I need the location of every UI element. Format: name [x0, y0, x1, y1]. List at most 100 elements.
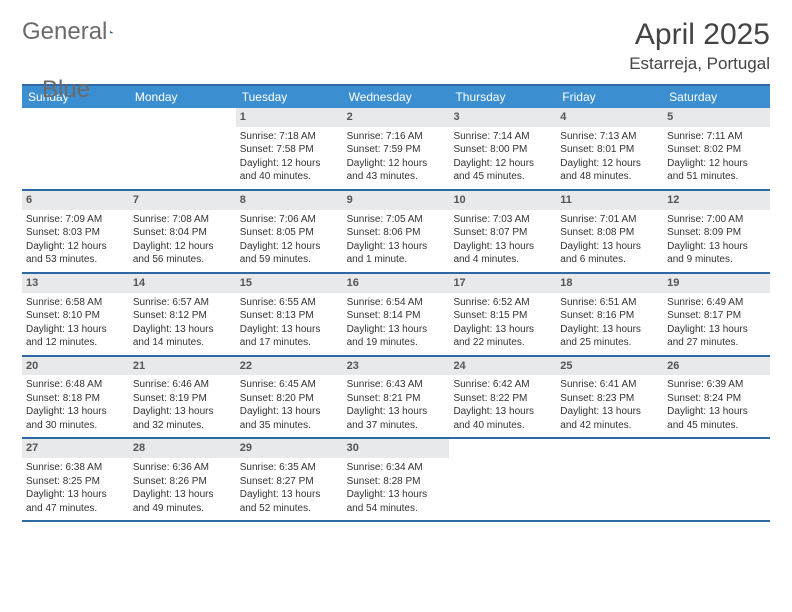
sunset-text: Sunset: 7:58 PM — [240, 143, 339, 157]
title-block: April 2025 Estarreja, Portugal — [629, 18, 770, 74]
daylight-text: Daylight: 13 hours and 12 minutes. — [26, 323, 125, 350]
sunrise-text: Sunrise: 6:36 AM — [133, 461, 232, 475]
sunset-text: Sunset: 8:09 PM — [667, 226, 766, 240]
calendar-day-empty: . — [556, 439, 663, 520]
calendar-day: 23Sunrise: 6:43 AMSunset: 8:21 PMDayligh… — [343, 357, 450, 438]
day-number: 26 — [663, 357, 770, 376]
calendar-week: 20 Sunrise: 6:48 AMSunset: 8:18 PM Dayligh… — [22, 357, 770, 440]
calendar-week: 13Sunrise: 6:58 AMSunset: 8:10 PMDayligh… — [22, 274, 770, 357]
day-number: 27 — [22, 439, 129, 458]
sunrise-text: Sunrise: 6:39 AM — [667, 378, 766, 392]
day-number: 7 — [129, 191, 236, 210]
day-number: 20 — [22, 357, 129, 376]
calendar-day-empty: . — [129, 108, 236, 189]
day-header: Friday — [556, 86, 663, 108]
day-number: 18 — [556, 274, 663, 293]
sunset-text: Sunset: 8:02 PM — [667, 143, 766, 157]
sunrise-text: Sunrise: 6:55 AM — [240, 296, 339, 310]
day-number: 28 — [129, 439, 236, 458]
sunset-text: Sunset: 8:20 PM — [240, 392, 339, 406]
day-number: 22 — [236, 357, 343, 376]
calendar-day: 8Sunrise: 7:06 AMSunset: 8:05 PMDaylight… — [236, 191, 343, 272]
sunrise-text: Sunrise: 6:58 AM — [26, 296, 125, 310]
calendar-day: 4Sunrise: 7:13 AMSunset: 8:01 PMDaylight… — [556, 108, 663, 189]
day-number: 6 — [22, 191, 129, 210]
sunrise-text: Sunrise: 6:46 AM — [133, 378, 232, 392]
day-number: 14 — [129, 274, 236, 293]
calendar-day: 27Sunrise: 6:38 AMSunset: 8:25 PMDayligh… — [22, 439, 129, 520]
calendar-day: 20Sunrise: 6:48 AMSunset: 8:18 PMDayligh… — [22, 357, 129, 438]
calendar-day: 3Sunrise: 7:14 AMSunset: 8:00 PMDaylight… — [449, 108, 556, 189]
daylight-text: Daylight: 13 hours and 27 minutes. — [667, 323, 766, 350]
sunrise-text: Sunrise: 6:34 AM — [347, 461, 446, 475]
day-number: 23 — [343, 357, 450, 376]
sunset-text: Sunset: 8:24 PM — [667, 392, 766, 406]
calendar-day: 15 Sunrise: 6:55 AMSunset: 8:13 PMDayligh… — [236, 274, 343, 355]
day-number: 1 — [236, 108, 343, 127]
sunset-text: Sunset: 8:08 PM — [560, 226, 659, 240]
day-number: 25 — [556, 357, 663, 376]
calendar-day: 10Sunrise: 7:03 AMSunset: 8:07 PMDayligh… — [449, 191, 556, 272]
day-number: 4 — [556, 108, 663, 127]
sunset-text: Sunset: 8:01 PM — [560, 143, 659, 157]
calendar-day: 13Sunrise: 6:58 AMSunset: 8:10 PMDayligh… — [22, 274, 129, 355]
sunset-text: Sunset: 8:12 PM — [133, 309, 232, 323]
sunrise-text: Sunrise: 7:06 AM — [240, 213, 339, 227]
sunset-text: Sunset: 8:18 PM — [26, 392, 125, 406]
daylight-text: Daylight: 13 hours and 32 minutes. — [133, 405, 232, 432]
daylight-text: Daylight: 13 hours and 9 minutes. — [667, 240, 766, 267]
sunset-text: Sunset: 8:00 PM — [453, 143, 552, 157]
sunrise-text: Sunrise: 6:43 AM — [347, 378, 446, 392]
daylight-text: Daylight: 13 hours and 1 minute. — [347, 240, 446, 267]
day-number: 12 — [663, 191, 770, 210]
calendar-day: 7Sunrise: 7:08 AMSunset: 8:04 PMDaylight… — [129, 191, 236, 272]
sunrise-text: Sunrise: 6:51 AM — [560, 296, 659, 310]
daylight-text: Daylight: 13 hours and 4 minutes. — [453, 240, 552, 267]
sunrise-text: Sunrise: 6:41 AM — [560, 378, 659, 392]
sunrise-text: Sunrise: 6:48 AM — [26, 378, 125, 392]
daylight-text: Daylight: 12 hours and 51 minutes. — [667, 157, 766, 184]
calendar-day: 6Sunrise: 7:09 AMSunset: 8:03 PMDaylight… — [22, 191, 129, 272]
day-header: Wednesday — [343, 86, 450, 108]
daylight-text: Daylight: 13 hours and 14 minutes. — [133, 323, 232, 350]
day-number: 2 — [343, 108, 450, 127]
sunrise-text: Sunrise: 7:14 AM — [453, 130, 552, 144]
daylight-text: Daylight: 12 hours and 53 minutes. — [26, 240, 125, 267]
sunset-text: Sunset: 8:25 PM — [26, 475, 125, 489]
sunset-text: Sunset: 8:16 PM — [560, 309, 659, 323]
calendar-day: 9Sunrise: 7:05 AMSunset: 8:06 PMDaylight… — [343, 191, 450, 272]
sunset-text: Sunset: 8:10 PM — [26, 309, 125, 323]
sunset-text: Sunset: 8:26 PM — [133, 475, 232, 489]
daylight-text: Daylight: 13 hours and 17 minutes. — [240, 323, 339, 350]
day-header: Monday — [129, 86, 236, 108]
calendar-day: 19Sunrise: 6:49 AMSunset: 8:17 PMDayligh… — [663, 274, 770, 355]
day-header-row: SundayMondayTuesdayWednesdayThursdayFrid… — [22, 86, 770, 108]
day-header: Thursday — [449, 86, 556, 108]
daylight-text: Daylight: 13 hours and 54 minutes. — [347, 488, 446, 515]
calendar-day: 26Sunrise: 6:39 AMSunset: 8:24 PMDayligh… — [663, 357, 770, 438]
calendar-day-empty: . — [663, 439, 770, 520]
daylight-text: Daylight: 13 hours and 49 minutes. — [133, 488, 232, 515]
sunrise-text: Sunrise: 7:16 AM — [347, 130, 446, 144]
day-number: 11 — [556, 191, 663, 210]
logo-word2: Blue — [42, 76, 90, 104]
logo-word1: General — [22, 18, 107, 46]
day-number: 29 — [236, 439, 343, 458]
daylight-text: Daylight: 12 hours and 48 minutes. — [560, 157, 659, 184]
sunset-text: Sunset: 8:03 PM — [26, 226, 125, 240]
month-title: April 2025 — [629, 18, 770, 52]
calendar-day: 17Sunrise: 6:52 AMSunset: 8:15 PMDayligh… — [449, 274, 556, 355]
location: Estarreja, Portugal — [629, 54, 770, 74]
daylight-text: Daylight: 13 hours and 47 minutes. — [26, 488, 125, 515]
day-number: 15 — [236, 274, 343, 293]
sunset-text: Sunset: 8:28 PM — [347, 475, 446, 489]
day-header: Tuesday — [236, 86, 343, 108]
day-number: 9 — [343, 191, 450, 210]
daylight-text: Daylight: 13 hours and 35 minutes. — [240, 405, 339, 432]
sunrise-text: Sunrise: 7:08 AM — [133, 213, 232, 227]
page-header: General April 2025 Estarreja, Portugal — [22, 18, 770, 74]
sunset-text: Sunset: 8:13 PM — [240, 309, 339, 323]
daylight-text: Daylight: 12 hours and 59 minutes. — [240, 240, 339, 267]
daylight-text: Daylight: 13 hours and 6 minutes. — [560, 240, 659, 267]
sunrise-text: Sunrise: 7:03 AM — [453, 213, 552, 227]
